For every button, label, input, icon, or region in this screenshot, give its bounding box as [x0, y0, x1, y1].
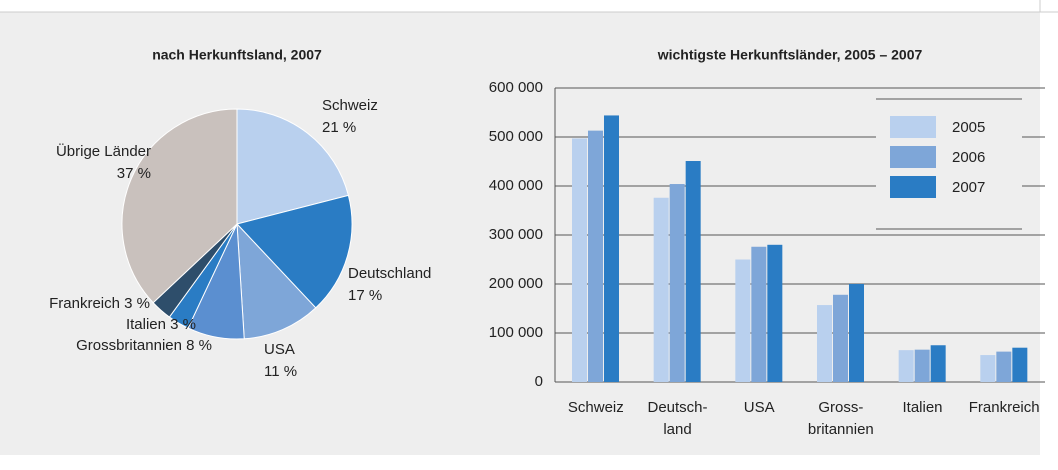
bar [980, 355, 996, 382]
pie-value-label: 37 % [117, 165, 151, 182]
bar [572, 138, 587, 382]
bar [653, 197, 669, 382]
pie-label: Deutschland [348, 265, 431, 282]
legend-label: 2007 [952, 179, 985, 196]
x-tick-label: land [663, 421, 691, 438]
bar [588, 130, 603, 382]
y-tick-label: 100 000 [489, 324, 543, 341]
pie-category: Grossbritannien [76, 337, 182, 354]
pie-value-label: 17 % [348, 287, 382, 304]
bar [833, 294, 848, 382]
pie-value-label: 11 % [264, 363, 297, 380]
pie-slice [236, 108, 349, 225]
pie-label: Grossbritannien 8 % [76, 337, 212, 354]
bar [1012, 347, 1028, 382]
pie-category: Italien [126, 316, 166, 333]
legend-swatch [890, 116, 936, 138]
bar [685, 161, 701, 382]
pie-slice [121, 108, 238, 304]
x-tick-label: Gross- [818, 399, 863, 416]
y-tick-label: 300 000 [489, 226, 543, 243]
chart-title: wichtigste Herkunftsländer, 2005 – 2007 [657, 47, 923, 63]
pie-label: Italien 3 % [126, 316, 196, 333]
x-tick-label: Deutsch- [647, 399, 707, 416]
pie-slice [236, 222, 317, 340]
pie-value-label: 3 % [124, 295, 150, 312]
y-tick-label: 500 000 [489, 128, 543, 145]
pie-label: Frankreich 3 % [49, 295, 150, 312]
x-tick-label: Frankreich [969, 399, 1040, 416]
bar [996, 351, 1012, 382]
pie-slice [236, 194, 353, 309]
legend-swatch [890, 146, 936, 168]
y-tick-label: 0 [535, 373, 543, 390]
bar [751, 246, 767, 382]
chart-title: nach Herkunftsland, 2007 [152, 47, 322, 63]
y-tick-label: 600 000 [489, 79, 543, 96]
bar [669, 184, 685, 382]
bar [930, 345, 946, 382]
x-tick-label: USA [744, 399, 775, 416]
pie-value-label: 21 % [322, 119, 356, 136]
y-tick-label: 400 000 [489, 177, 543, 194]
pie-value-label: 3 % [170, 316, 196, 333]
bar [849, 284, 864, 382]
pie-category: Frankreich [49, 295, 120, 312]
y-tick-label: 200 000 [489, 275, 543, 292]
bar [767, 244, 783, 382]
pie-label: Schweiz [322, 97, 378, 114]
pie-label: Übrige Länder [56, 142, 151, 160]
bar [604, 115, 619, 382]
legend-swatch [890, 176, 936, 198]
bar [735, 259, 751, 382]
x-tick-label: britannien [808, 421, 874, 438]
pie-value-label: 8 % [186, 337, 212, 354]
legend-label: 2005 [952, 119, 985, 136]
x-tick-label: Schweiz [568, 399, 624, 416]
bar [914, 349, 930, 382]
bar [817, 305, 832, 382]
legend-label: 2006 [952, 149, 985, 166]
pie-label: USA [264, 341, 295, 358]
bar [898, 350, 914, 382]
x-tick-label: Italien [902, 399, 942, 416]
